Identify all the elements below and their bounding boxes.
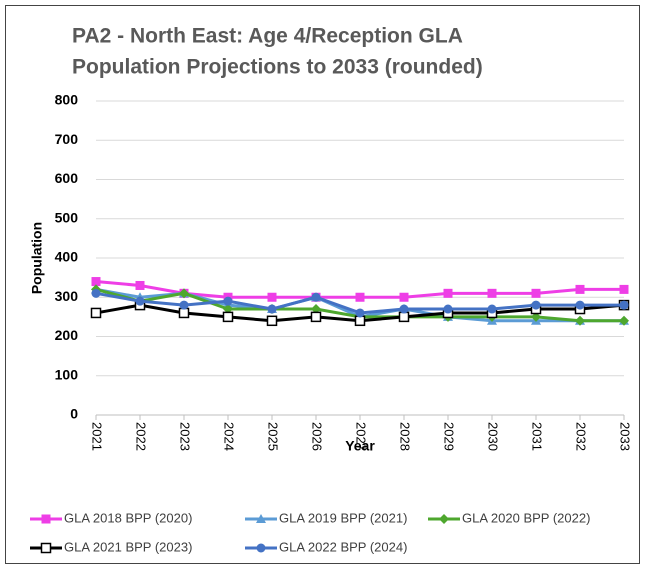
marker xyxy=(619,284,629,294)
marker xyxy=(266,315,278,327)
chart-title: PA2 - North East: Age 4/Reception GLA xyxy=(72,25,463,48)
marker xyxy=(311,304,321,315)
marker xyxy=(575,315,585,326)
marker xyxy=(619,315,629,326)
x-tick-label: 2023 xyxy=(178,422,193,451)
legend-marker xyxy=(256,514,266,523)
y-tick-label: 800 xyxy=(55,92,79,108)
y-tick-label: 200 xyxy=(55,327,79,343)
y-tick-label: 700 xyxy=(55,131,79,147)
x-axis-label: Year xyxy=(345,438,375,454)
x-tick-label: 2029 xyxy=(442,422,457,451)
y-tick-label: 500 xyxy=(55,209,79,225)
x-tick-label: 2024 xyxy=(222,422,237,451)
y-tick-label: 600 xyxy=(55,170,79,186)
marker xyxy=(398,311,410,323)
marker xyxy=(41,514,51,524)
marker xyxy=(222,311,234,323)
x-tick-label: 2022 xyxy=(134,422,149,451)
chart-frame xyxy=(5,5,640,564)
chart-title: Population Projections to 2033 (rounded) xyxy=(72,56,483,79)
y-tick-label: 400 xyxy=(55,249,79,265)
marker xyxy=(575,284,585,294)
x-tick-label: 2028 xyxy=(398,422,413,451)
y-tick-label: 300 xyxy=(55,288,79,304)
y-tick-label: 0 xyxy=(70,406,78,422)
legend-label: GLA 2019 BPP (2021) xyxy=(279,510,407,525)
marker xyxy=(135,280,145,290)
marker xyxy=(487,304,497,314)
marker xyxy=(223,296,233,306)
marker xyxy=(355,308,365,318)
x-tick-label: 2030 xyxy=(486,422,501,451)
marker xyxy=(223,304,233,315)
marker xyxy=(399,304,409,314)
marker xyxy=(355,292,365,302)
marker xyxy=(91,277,101,287)
legend-marker xyxy=(256,543,266,553)
marker xyxy=(399,292,409,302)
legend-label: GLA 2018 BPP (2020) xyxy=(64,510,192,525)
y-tick-label: 100 xyxy=(55,366,79,382)
marker xyxy=(179,288,189,299)
x-tick-label: 2032 xyxy=(574,422,589,451)
legend-label: GLA 2022 BPP (2024) xyxy=(279,539,407,554)
marker xyxy=(267,304,277,314)
marker xyxy=(575,300,585,310)
marker xyxy=(256,543,266,553)
marker xyxy=(443,288,453,298)
marker xyxy=(267,292,277,302)
marker xyxy=(531,300,541,310)
legend-label: GLA 2020 BPP (2022) xyxy=(462,510,590,525)
marker xyxy=(40,542,52,554)
marker xyxy=(310,311,322,323)
marker xyxy=(531,311,541,322)
x-tick-label: 2025 xyxy=(266,422,281,451)
marker xyxy=(178,307,190,319)
marker xyxy=(311,292,321,302)
marker xyxy=(91,288,101,298)
marker xyxy=(90,307,102,319)
marker xyxy=(135,296,145,306)
x-tick-label: 2027 xyxy=(354,422,369,451)
x-tick-label: 2031 xyxy=(530,422,545,451)
marker xyxy=(179,300,189,310)
legend-label: GLA 2021 BPP (2023) xyxy=(64,539,192,554)
marker xyxy=(354,315,366,327)
marker xyxy=(443,304,453,314)
legend-marker xyxy=(439,514,449,524)
x-tick-label: 2021 xyxy=(90,422,105,451)
legend-marker xyxy=(41,514,51,524)
marker xyxy=(439,514,449,524)
marker xyxy=(256,514,266,523)
x-tick-label: 2026 xyxy=(310,422,325,451)
x-tick-label: 2033 xyxy=(618,422,633,451)
marker xyxy=(531,288,541,298)
legend-marker xyxy=(40,542,52,554)
marker xyxy=(487,288,497,298)
marker xyxy=(619,300,629,310)
y-axis-label: Population xyxy=(29,222,45,294)
